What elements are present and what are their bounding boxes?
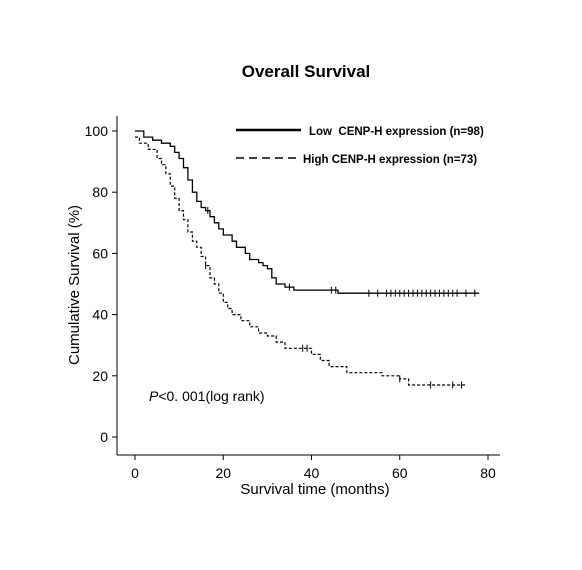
x-tick-label: 60 [392, 465, 408, 481]
y-axis-label: Cumulative Survival (%) [66, 205, 83, 365]
series-high [135, 136, 466, 389]
x-axis-ticks: 0 20 40 60 80 [131, 455, 496, 481]
series-layer [135, 130, 480, 389]
y-tick-label: 0 [100, 429, 108, 445]
chart-title: Overall Survival [242, 62, 371, 81]
x-tick-label: 80 [480, 465, 496, 481]
x-tick-label: 40 [304, 465, 320, 481]
p-value-italic: P [149, 388, 159, 404]
series-low [135, 130, 480, 297]
legend-label-low: Low CENP-H expression (n=98) [309, 126, 484, 138]
y-tick-label: 20 [92, 368, 108, 384]
survival-curve-line [135, 136, 466, 386]
y-tick-label: 60 [92, 245, 108, 261]
plot-frame [116, 116, 500, 456]
y-tick-label: 40 [92, 307, 108, 323]
y-axis-ticks: 0 20 40 60 80 100 [85, 123, 117, 445]
x-tick-label: 0 [131, 465, 139, 481]
p-value-annotation: P<0. 001(log rank) [149, 388, 265, 404]
x-tick-label: 20 [215, 465, 231, 481]
legend: Low CENP-H expression (n=98) High CENP-H… [236, 126, 484, 166]
p-value-text: <0. 001(log rank) [158, 388, 264, 404]
y-tick-label: 100 [85, 123, 109, 139]
x-axis-label: Survival time (months) [240, 481, 389, 498]
legend-label-high: High CENP-H expression (n=73) [303, 154, 477, 166]
y-tick-label: 80 [92, 184, 108, 200]
survival-curve-line [135, 130, 480, 294]
